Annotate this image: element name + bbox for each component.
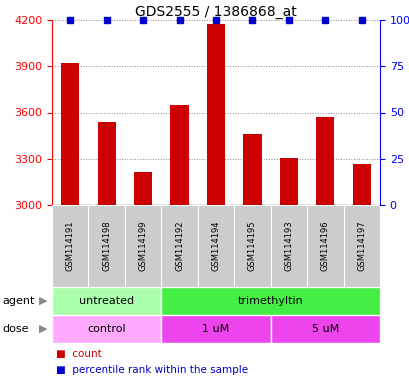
Text: GSM114194: GSM114194 bbox=[211, 221, 220, 271]
Bar bbox=[279, 158, 297, 205]
Bar bbox=[234, 205, 270, 287]
Bar bbox=[270, 315, 379, 343]
Bar bbox=[134, 172, 152, 205]
Text: ■  count: ■ count bbox=[56, 349, 101, 359]
Text: 5 uM: 5 uM bbox=[311, 324, 338, 334]
Bar bbox=[270, 205, 306, 287]
Bar bbox=[52, 287, 161, 315]
Text: GSM114196: GSM114196 bbox=[320, 221, 329, 271]
Text: dose: dose bbox=[2, 324, 29, 334]
Bar bbox=[207, 24, 225, 205]
Text: control: control bbox=[87, 324, 126, 334]
Text: ■  percentile rank within the sample: ■ percentile rank within the sample bbox=[56, 365, 247, 376]
Bar bbox=[197, 205, 234, 287]
Text: GSM114195: GSM114195 bbox=[247, 221, 256, 271]
Text: GSM114199: GSM114199 bbox=[138, 221, 147, 271]
Bar bbox=[343, 205, 379, 287]
Text: 1 uM: 1 uM bbox=[202, 324, 229, 334]
Title: GDS2555 / 1386868_at: GDS2555 / 1386868_at bbox=[135, 5, 296, 19]
Bar bbox=[52, 315, 161, 343]
Text: agent: agent bbox=[2, 296, 34, 306]
Text: GSM114193: GSM114193 bbox=[284, 221, 293, 271]
Bar bbox=[88, 205, 125, 287]
Bar bbox=[306, 205, 343, 287]
Bar bbox=[161, 315, 270, 343]
Text: GSM114197: GSM114197 bbox=[356, 221, 365, 271]
Text: ▶: ▶ bbox=[38, 296, 47, 306]
Bar bbox=[315, 117, 334, 205]
Bar bbox=[352, 164, 370, 205]
Text: ▶: ▶ bbox=[38, 324, 47, 334]
Text: GSM114198: GSM114198 bbox=[102, 221, 111, 271]
Bar bbox=[161, 287, 379, 315]
Text: GSM114191: GSM114191 bbox=[65, 221, 74, 271]
Bar bbox=[52, 205, 88, 287]
Text: GSM114192: GSM114192 bbox=[175, 221, 184, 271]
Bar bbox=[170, 105, 188, 205]
Text: untreated: untreated bbox=[79, 296, 134, 306]
Bar bbox=[243, 134, 261, 205]
Bar bbox=[161, 205, 197, 287]
Bar bbox=[125, 205, 161, 287]
Bar bbox=[61, 63, 79, 205]
Bar bbox=[97, 122, 115, 205]
Text: trimethyltin: trimethyltin bbox=[237, 296, 303, 306]
